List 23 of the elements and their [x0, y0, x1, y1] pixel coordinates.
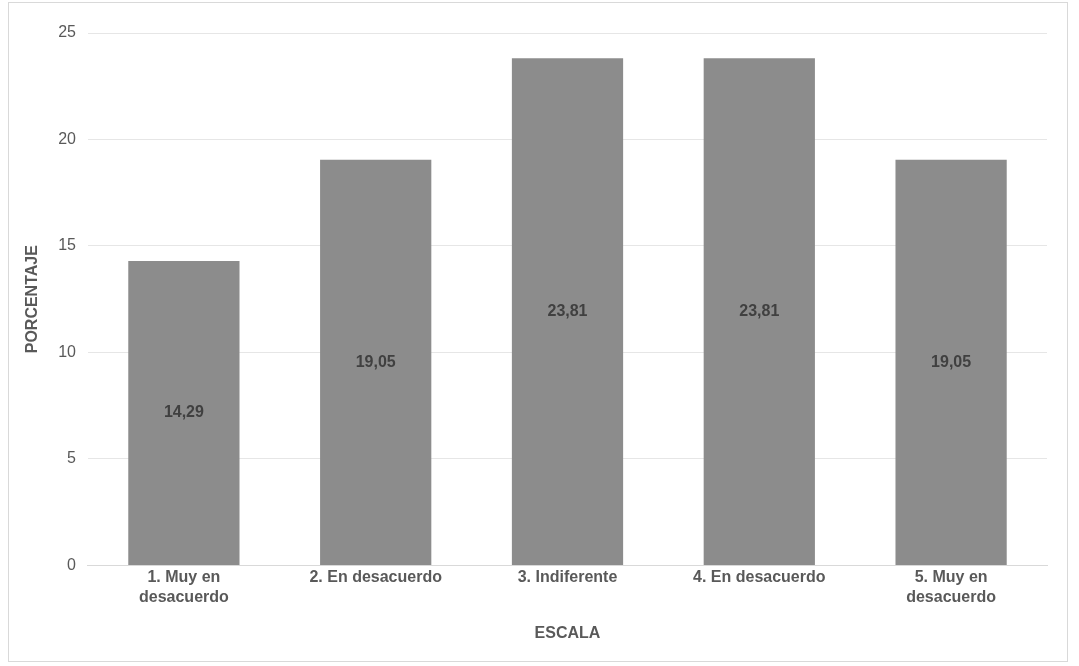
bar	[511, 58, 624, 565]
y-tick-label: 10	[58, 342, 77, 360]
bar	[895, 159, 1007, 565]
x-tick-label: 5. Muy en desacuerdo	[906, 568, 997, 605]
bar	[128, 261, 240, 565]
x-tick-label: 3. Indiferente	[517, 568, 618, 586]
data-label: 19,05	[355, 352, 396, 370]
y-tick-label: 5	[67, 449, 77, 467]
y-tick-label: 20	[58, 129, 77, 147]
x-tick-label: 4. En desacuerdo	[693, 568, 826, 586]
x-axis-title: ESCALA	[534, 623, 601, 641]
y-tick-label: 15	[58, 236, 77, 254]
y-tick-label: 25	[58, 23, 77, 41]
data-label: 19,05	[931, 352, 972, 370]
bar	[703, 58, 815, 565]
bar	[320, 159, 432, 565]
data-label: 14,29	[163, 403, 205, 421]
y-tick-label: 0	[67, 555, 77, 573]
data-label: 23,81	[739, 302, 780, 320]
x-tick-label: 1. Muy en desacuerdo	[138, 568, 230, 605]
y-axis-title: PORCENTAJE	[23, 244, 41, 354]
data-label: 23,81	[547, 302, 588, 320]
x-tick-label: 2. En desacuerdo	[309, 568, 443, 586]
